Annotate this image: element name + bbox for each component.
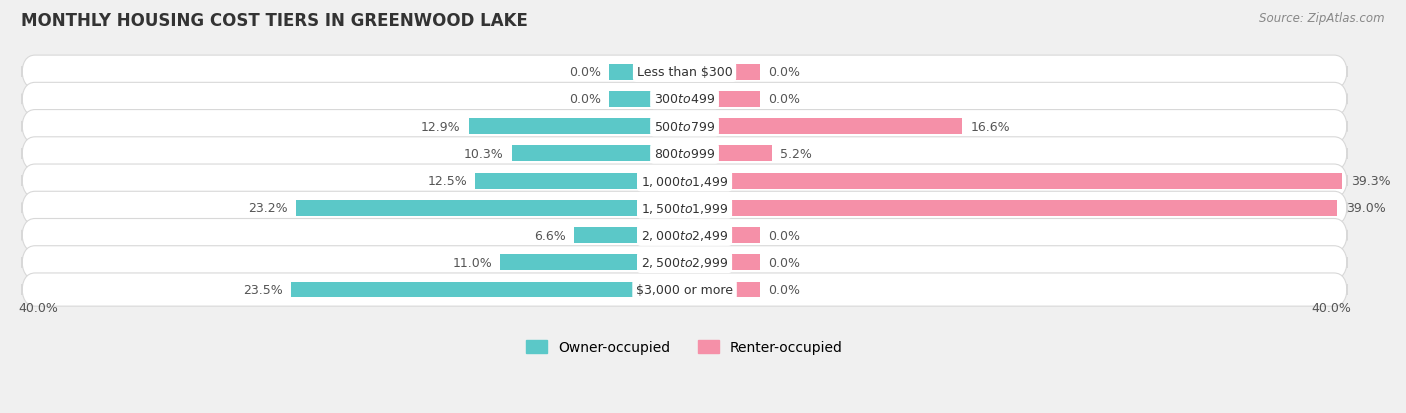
Bar [475,173,685,189]
Bar [685,200,1337,216]
FancyBboxPatch shape [21,219,1347,252]
Text: 23.5%: 23.5% [243,283,283,297]
Text: 0.0%: 0.0% [569,66,600,79]
Text: Less than $300: Less than $300 [637,66,733,79]
FancyBboxPatch shape [21,138,1347,171]
Text: 40.0%: 40.0% [18,301,58,314]
Text: 39.3%: 39.3% [1351,175,1391,188]
Text: 11.0%: 11.0% [453,256,492,269]
Bar [685,282,759,298]
Bar [468,119,685,135]
FancyBboxPatch shape [21,110,1347,143]
Text: 12.9%: 12.9% [420,120,460,133]
Bar [609,92,685,107]
Text: 23.2%: 23.2% [249,202,288,215]
Text: 0.0%: 0.0% [768,93,800,106]
Text: $2,000 to $2,499: $2,000 to $2,499 [641,228,728,242]
Bar [685,64,759,81]
Text: $500 to $799: $500 to $799 [654,120,716,133]
Text: 39.0%: 39.0% [1346,202,1385,215]
Text: 16.6%: 16.6% [970,120,1011,133]
Text: 0.0%: 0.0% [768,256,800,269]
Text: $3,000 or more: $3,000 or more [636,283,733,297]
Text: 0.0%: 0.0% [768,283,800,297]
Bar [685,228,759,243]
Text: 12.5%: 12.5% [427,175,467,188]
Bar [609,64,685,81]
Text: $300 to $499: $300 to $499 [654,93,716,106]
Bar [297,200,685,216]
Text: $1,500 to $1,999: $1,500 to $1,999 [641,202,728,215]
Bar [574,228,685,243]
Text: 0.0%: 0.0% [569,93,600,106]
Text: $800 to $999: $800 to $999 [654,147,716,161]
Text: $2,500 to $2,999: $2,500 to $2,999 [641,256,728,270]
Text: MONTHLY HOUSING COST TIERS IN GREENWOOD LAKE: MONTHLY HOUSING COST TIERS IN GREENWOOD … [21,12,529,30]
Bar [685,173,1343,189]
Bar [291,282,685,298]
Bar [512,146,685,162]
Text: 5.2%: 5.2% [780,147,811,161]
Bar [685,92,759,107]
Text: 40.0%: 40.0% [1310,301,1351,314]
FancyBboxPatch shape [21,56,1347,89]
Text: 0.0%: 0.0% [768,229,800,242]
Bar [685,119,963,135]
Text: 0.0%: 0.0% [768,66,800,79]
Text: Source: ZipAtlas.com: Source: ZipAtlas.com [1260,12,1385,25]
FancyBboxPatch shape [21,192,1347,225]
Text: 10.3%: 10.3% [464,147,503,161]
FancyBboxPatch shape [21,246,1347,279]
FancyBboxPatch shape [21,165,1347,198]
Bar [501,255,685,271]
FancyBboxPatch shape [21,273,1347,306]
Legend: Owner-occupied, Renter-occupied: Owner-occupied, Renter-occupied [520,335,848,360]
FancyBboxPatch shape [21,83,1347,116]
Bar [685,146,772,162]
Bar [685,255,759,271]
Text: 6.6%: 6.6% [534,229,565,242]
Text: $1,000 to $1,499: $1,000 to $1,499 [641,174,728,188]
